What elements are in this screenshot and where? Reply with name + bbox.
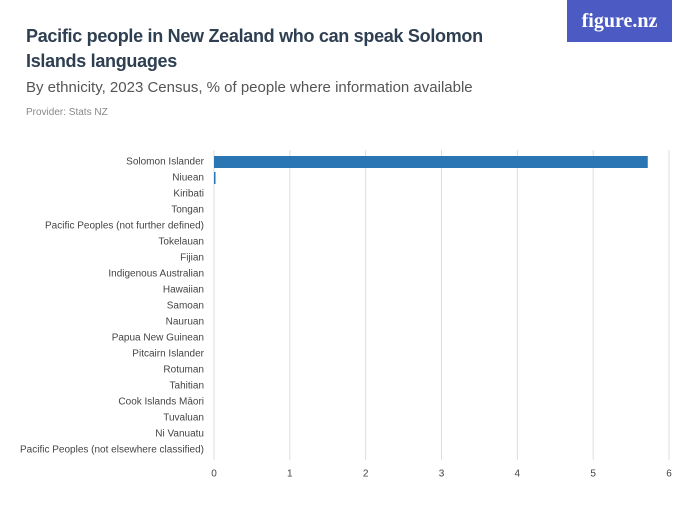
y-tick-label: Indigenous Australian	[108, 269, 204, 280]
chart-subtitle: By ethnicity, 2023 Census, % of people w…	[26, 79, 473, 96]
y-tick-label: Papua New Guinean	[112, 333, 204, 344]
x-tick-label: 5	[590, 469, 596, 480]
chart-title: Pacific people in New Zealand who can sp…	[26, 26, 483, 71]
y-tick-label: Kiribati	[173, 189, 204, 200]
bar	[214, 172, 216, 184]
bar	[214, 156, 648, 168]
y-tick-label: Tokelauan	[158, 237, 204, 248]
y-tick-label: Cook Islands Māori	[118, 397, 204, 408]
chart-source: Provider: Stats NZ	[26, 107, 108, 118]
x-tick-label: 3	[439, 469, 445, 480]
x-tick-label: 4	[515, 469, 521, 480]
x-tick-label: 2	[363, 469, 369, 480]
y-tick-label: Niuean	[172, 173, 204, 184]
x-tick-label: 0	[211, 469, 217, 480]
y-tick-label: Rotuman	[163, 365, 204, 376]
y-tick-label: Tahitian	[170, 381, 204, 392]
logo[interactable]: figure.nz	[567, 0, 672, 42]
y-tick-label: Tongan	[171, 205, 204, 216]
y-tick-label: Samoan	[167, 301, 204, 312]
y-tick-label: Pitcairn Islander	[132, 349, 204, 360]
y-tick-label: Hawaiian	[163, 285, 204, 296]
y-tick-label: Pacific Peoples (not elsewhere classifie…	[20, 445, 204, 456]
y-tick-label: Nauruan	[166, 317, 204, 328]
y-tick-label: Pacific Peoples (not further defined)	[45, 221, 204, 232]
x-tick-label: 1	[287, 469, 293, 480]
x-tick-label: 6	[666, 469, 672, 480]
y-tick-label: Solomon Islander	[126, 157, 204, 168]
y-tick-label: Tuvaluan	[163, 413, 204, 424]
y-tick-label: Fijian	[180, 253, 204, 264]
y-tick-label: Ni Vanuatu	[155, 429, 204, 440]
